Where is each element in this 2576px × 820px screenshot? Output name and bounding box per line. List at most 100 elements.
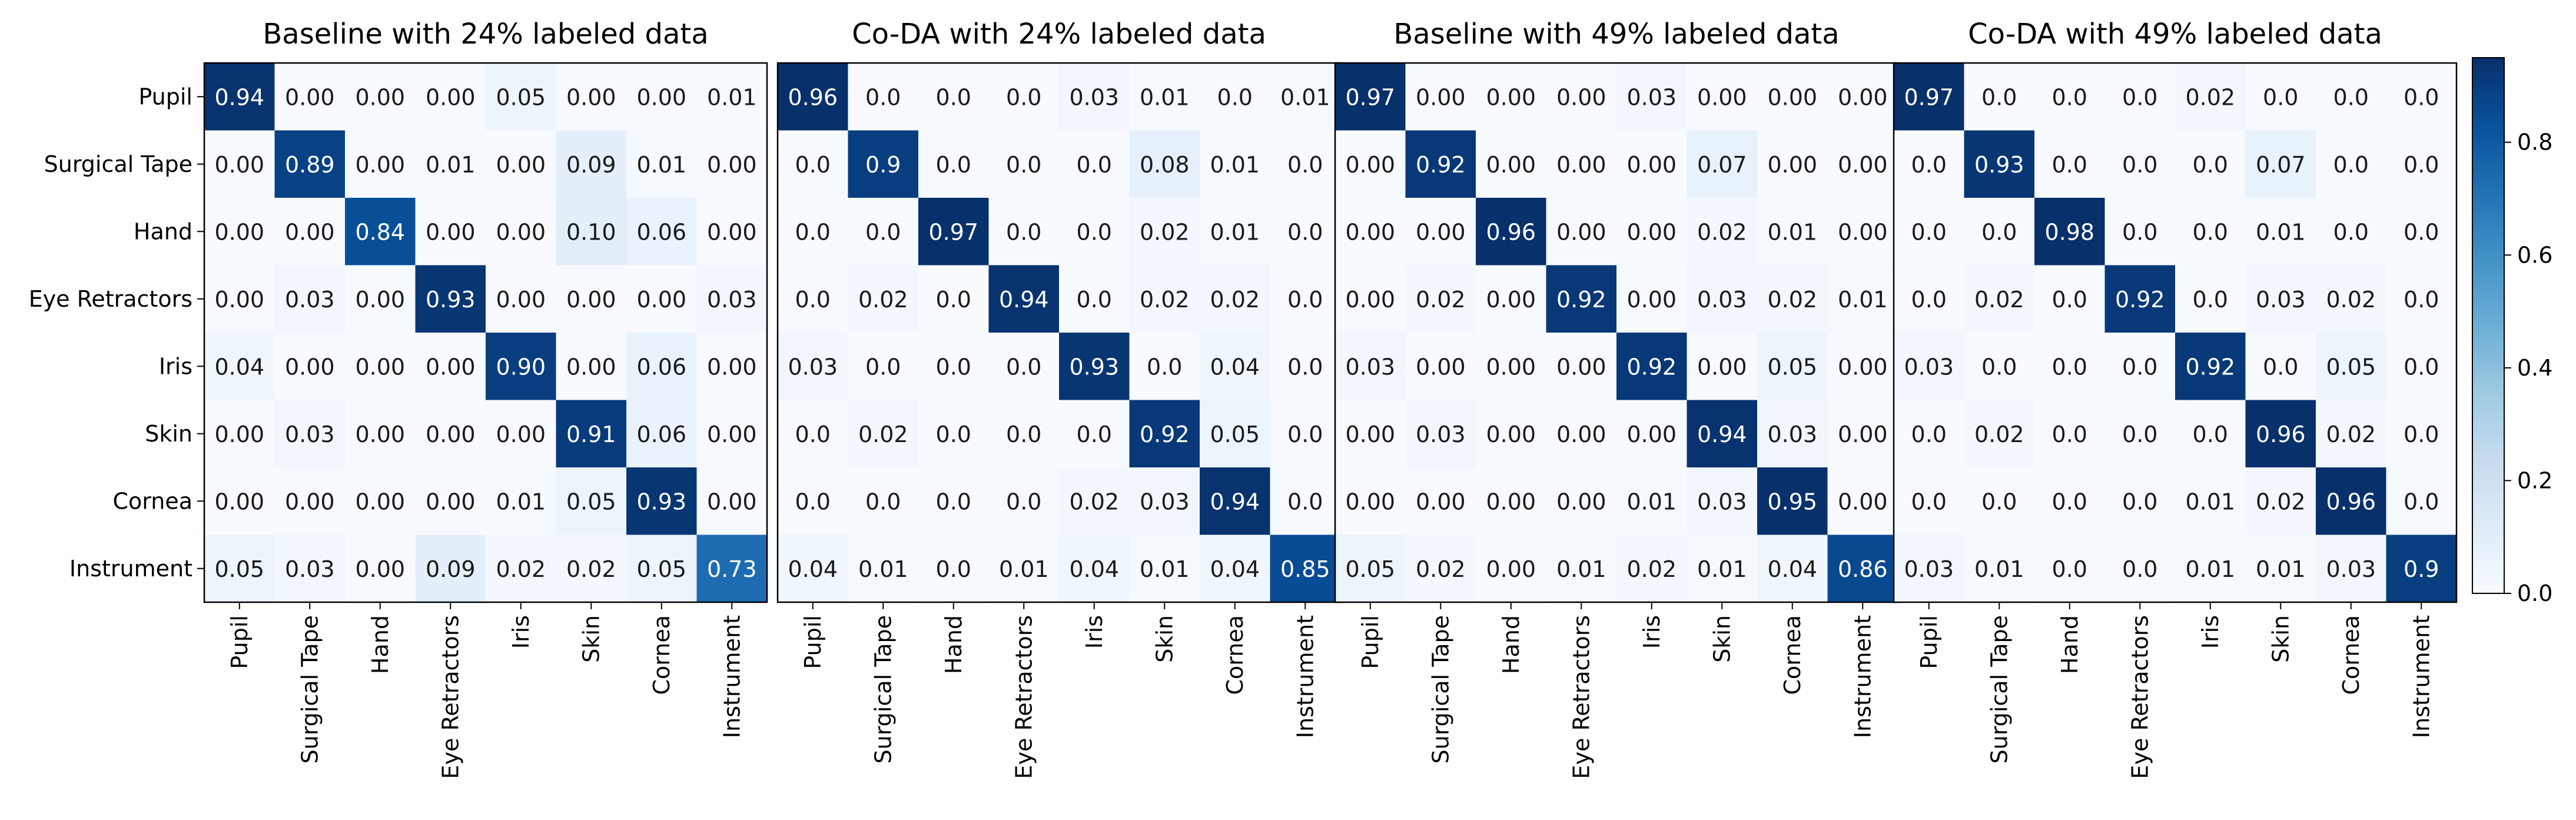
heatmap-cell bbox=[1894, 467, 1965, 536]
heatmap-cell bbox=[204, 535, 275, 603]
heatmap-cell bbox=[1687, 467, 1758, 536]
cell-value-label: 0.05 bbox=[2326, 354, 2376, 380]
heatmap-cell bbox=[696, 63, 768, 131]
heatmap-cell bbox=[2245, 400, 2316, 468]
cell-value-label: 0.00 bbox=[1345, 287, 1395, 313]
heatmap-cell bbox=[1129, 130, 1200, 198]
cell-value-label: 0.0 bbox=[2193, 219, 2228, 245]
cell-value-label: 0.06 bbox=[636, 219, 686, 245]
cell-value-label: 0.0 bbox=[1006, 489, 1041, 514]
cell-value-label: 0.0 bbox=[1077, 421, 1112, 447]
heatmap-cell bbox=[778, 333, 849, 401]
cell-value-label: 0.97 bbox=[1345, 84, 1395, 110]
heatmap-cell bbox=[918, 333, 990, 401]
cell-value-label: 0.00 bbox=[1556, 152, 1606, 178]
panel-frame bbox=[203, 62, 768, 603]
heatmap-cell bbox=[2386, 63, 2457, 131]
heatmap-cell bbox=[2245, 333, 2316, 401]
cell-value-label: 0.00 bbox=[1626, 219, 1677, 245]
heatmap-cell bbox=[626, 400, 698, 468]
cell-value-label: 0.0 bbox=[1981, 354, 2017, 380]
heatmap-cell bbox=[988, 265, 1060, 333]
cell-value-label: 0.0 bbox=[2122, 84, 2157, 110]
cell-value-label: 0.00 bbox=[566, 84, 616, 110]
cell-value-label: 0.00 bbox=[285, 354, 335, 380]
x-tick-label: Instrument bbox=[1850, 615, 1875, 738]
cell-value-label: 0.03 bbox=[1904, 354, 1954, 380]
heatmap-cell bbox=[2316, 265, 2387, 333]
cell-value-label: 0.0 bbox=[2333, 219, 2369, 245]
heatmap-cell bbox=[415, 63, 486, 131]
cell-value-label: 0.05 bbox=[214, 556, 264, 582]
y-tick-label: Iris bbox=[159, 353, 192, 379]
cell-value-label: 0.93 bbox=[426, 287, 476, 313]
x-tick-label: Cornea bbox=[1222, 615, 1248, 695]
cell-value-label: 0.96 bbox=[2256, 421, 2306, 447]
cell-value-label: 0.92 bbox=[2185, 354, 2235, 380]
heatmap-cell bbox=[848, 333, 919, 401]
heatmap-cell bbox=[2245, 63, 2316, 131]
cell-value-label: 0.02 bbox=[1416, 287, 1466, 313]
heatmap-cell bbox=[1964, 130, 2035, 198]
cell-value-label: 0.0 bbox=[1981, 219, 2017, 245]
heatmap-cell bbox=[1964, 63, 2035, 131]
heatmap-cell bbox=[2175, 198, 2246, 266]
heatmap-cell bbox=[696, 198, 768, 266]
cell-value-label: 0.0 bbox=[1981, 489, 2017, 514]
heatmap-cell bbox=[2175, 130, 2246, 198]
cell-value-label: 0.02 bbox=[2256, 489, 2306, 514]
heatmap-cell bbox=[1059, 467, 1130, 536]
cell-value-label: 0.0 bbox=[1911, 152, 1947, 178]
cell-value-label: 0.97 bbox=[928, 219, 978, 245]
panel-title: Baseline with 24% labeled data bbox=[263, 18, 708, 51]
heatmap-cell bbox=[415, 467, 486, 536]
heatmap-cell bbox=[2104, 535, 2176, 603]
cell-value-label: 0.00 bbox=[1626, 152, 1677, 178]
cell-value-label: 0.01 bbox=[1767, 219, 1817, 245]
cell-value-label: 0.00 bbox=[355, 287, 405, 313]
heatmap-cell bbox=[486, 400, 557, 468]
x-tick-label: Skin bbox=[578, 615, 604, 663]
cell-value-label: 0.0 bbox=[2052, 287, 2087, 313]
heatmap-cell bbox=[274, 400, 346, 468]
heatmap-cell bbox=[2245, 130, 2316, 198]
cell-value-label: 0.00 bbox=[426, 421, 476, 447]
heatmap-cell bbox=[415, 333, 486, 401]
heatmap-cell bbox=[486, 333, 557, 401]
heatmap-cell bbox=[2175, 400, 2246, 468]
heatmap-cell bbox=[1964, 333, 2035, 401]
heatmap-cell bbox=[2316, 535, 2387, 603]
heatmap-cell bbox=[1546, 265, 1617, 333]
cell-value-label: 0.05 bbox=[1210, 421, 1260, 447]
cell-value-label: 0.0 bbox=[2263, 84, 2298, 110]
cell-value-label: 0.02 bbox=[2326, 287, 2376, 313]
heatmap-cell bbox=[1270, 198, 1341, 266]
heatmap-cell bbox=[1129, 63, 1200, 131]
cell-value-label: 0.01 bbox=[636, 152, 686, 178]
x-tick-label: Iris bbox=[2197, 615, 2223, 649]
cell-value-label: 0.0 bbox=[865, 354, 901, 380]
cell-value-label: 0.85 bbox=[1280, 556, 1330, 582]
heatmap-cell bbox=[1757, 63, 1828, 131]
x-tick-label: Hand bbox=[1498, 615, 1524, 674]
x-tick-label: Eye Retractors bbox=[1568, 615, 1594, 779]
cell-value-label: 0.0 bbox=[1287, 219, 1323, 245]
heatmap-cell bbox=[1616, 400, 1688, 468]
heatmap-cell bbox=[274, 198, 346, 266]
heatmap-cell bbox=[1827, 63, 1898, 131]
x-tick-label: Eye Retractors bbox=[437, 615, 463, 779]
cell-value-label: 0.0 bbox=[1911, 421, 1947, 447]
cell-value-label: 0.01 bbox=[1556, 556, 1606, 582]
heatmap-cell bbox=[1757, 467, 1828, 536]
heatmap-cell bbox=[2104, 467, 2176, 536]
heatmap-cell bbox=[2034, 265, 2106, 333]
heatmap-cell bbox=[1827, 333, 1898, 401]
panel-title: Co-DA with 24% labeled data bbox=[852, 18, 1266, 51]
cell-value-label: 0.0 bbox=[2052, 84, 2087, 110]
cell-value-label: 0.0 bbox=[2193, 287, 2228, 313]
heatmap-cell bbox=[2034, 535, 2106, 603]
heatmap-cell bbox=[486, 63, 557, 131]
heatmap-cell bbox=[345, 333, 416, 401]
cell-value-label: 0.05 bbox=[496, 84, 546, 110]
cell-value-label: 0.03 bbox=[1345, 354, 1395, 380]
